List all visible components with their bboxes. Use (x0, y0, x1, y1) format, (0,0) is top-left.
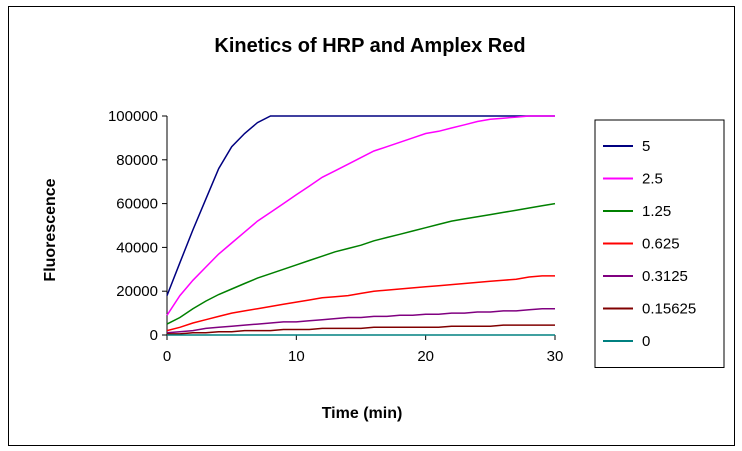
legend-label: 0.625 (642, 236, 680, 253)
y-tick-label: 100000 (108, 108, 158, 125)
series-line-0.15625 (167, 324, 555, 335)
legend-label: 0 (642, 333, 650, 350)
series-line-5 (166, 115, 555, 296)
chart-title: Kinetics of HRP and Amplex Red (214, 35, 525, 57)
x-tick-label: 10 (288, 348, 305, 365)
x-axis-label: Time (min) (322, 405, 403, 422)
legend-label: 0.3125 (642, 268, 688, 285)
y-tick-label: 80000 (116, 152, 158, 169)
series-line-0.3125 (166, 307, 555, 334)
x-tick-label: 0 (163, 348, 171, 365)
y-tick-label: 0 (150, 327, 158, 344)
y-axis-label: Fluorescence (42, 178, 59, 281)
series-line-1.25 (166, 202, 556, 325)
y-tick-label: 40000 (116, 239, 158, 256)
legend: 5 2.5 1.25 0.625 0.3125 0.15625 0 (594, 119, 725, 368)
legend-label: 1.25 (642, 203, 671, 220)
y-tick-label: 20000 (116, 283, 158, 300)
plot-area: 0 20000 40000 60000 80000 100000 0 10 20 30 (108, 108, 563, 365)
x-tick-label: 20 (417, 348, 434, 365)
y-tick-label: 60000 (116, 196, 158, 213)
x-tick-label: 30 (547, 348, 564, 365)
series-line-0.625 (166, 275, 555, 332)
legend-label: 2.5 (642, 171, 663, 188)
legend-label: 5 (642, 138, 650, 155)
series-line-2.5 (166, 115, 555, 316)
legend-label: 0.15625 (642, 301, 696, 318)
